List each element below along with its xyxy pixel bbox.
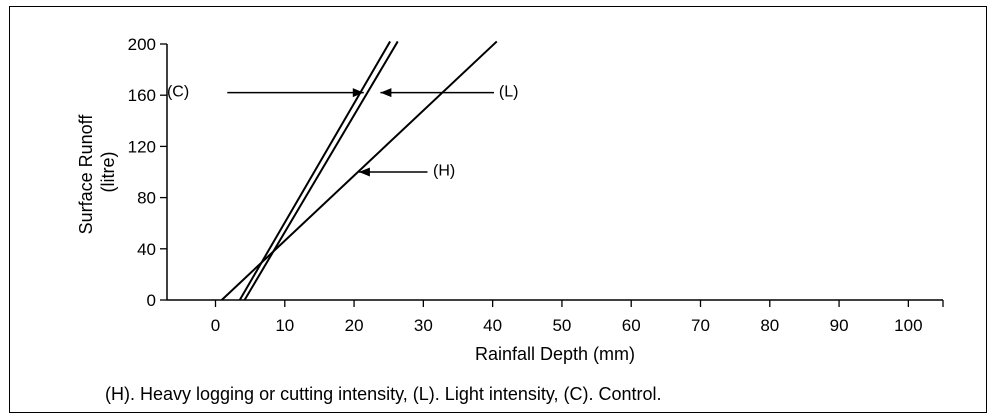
x-tick-label: 10 <box>275 316 294 335</box>
series-line-c <box>238 40 391 301</box>
y-tick-label: 40 <box>137 240 156 259</box>
x-tick-label: 70 <box>691 316 710 335</box>
axes <box>166 44 943 301</box>
x-tick-label: 100 <box>894 316 922 335</box>
annotations: (C) (L) (H) <box>167 83 518 179</box>
y-axis-title: Surface Runoff (litre) <box>76 110 118 235</box>
annotation-arrowhead <box>358 167 370 177</box>
y-tick-label: 80 <box>137 189 156 208</box>
series-line-l <box>243 40 399 301</box>
annotation-arrowhead <box>352 88 364 98</box>
x-tick-label: 30 <box>414 316 433 335</box>
annotation-label: (L) <box>499 83 519 100</box>
x-tick-label: 80 <box>760 316 779 335</box>
x-tick-label: 60 <box>622 316 641 335</box>
annotation-label: (C) <box>167 83 189 100</box>
x-tick-label: 90 <box>830 316 849 335</box>
series-lines <box>221 40 498 301</box>
x-tick-label: 0 <box>211 316 220 335</box>
y-tick-label: 120 <box>128 137 156 156</box>
figure-frame <box>9 6 987 413</box>
annotation-arrowhead <box>380 88 392 98</box>
y-axis-ticks: 0 40 80 120 160 200 <box>128 35 167 310</box>
figure-caption: (H). Heavy logging or cutting intensity,… <box>105 384 662 404</box>
series-line-h <box>221 40 498 301</box>
y-tick-label: 200 <box>128 35 156 54</box>
x-tick-label: 20 <box>345 316 364 335</box>
y-axis-title-line-2: (litre) <box>98 152 118 193</box>
y-tick-label: 160 <box>128 86 156 105</box>
annotation-label: (H) <box>433 163 455 180</box>
y-tick-label: 0 <box>147 291 156 310</box>
x-tick-label: 50 <box>552 316 571 335</box>
x-tick-label: 40 <box>483 316 502 335</box>
x-axis-ticks: 0 10 20 30 40 50 60 70 80 90 100 <box>211 300 944 335</box>
x-axis-title: Rainfall Depth (mm) <box>475 344 635 364</box>
y-axis-title-line-1: Surface Runoff <box>76 114 96 235</box>
